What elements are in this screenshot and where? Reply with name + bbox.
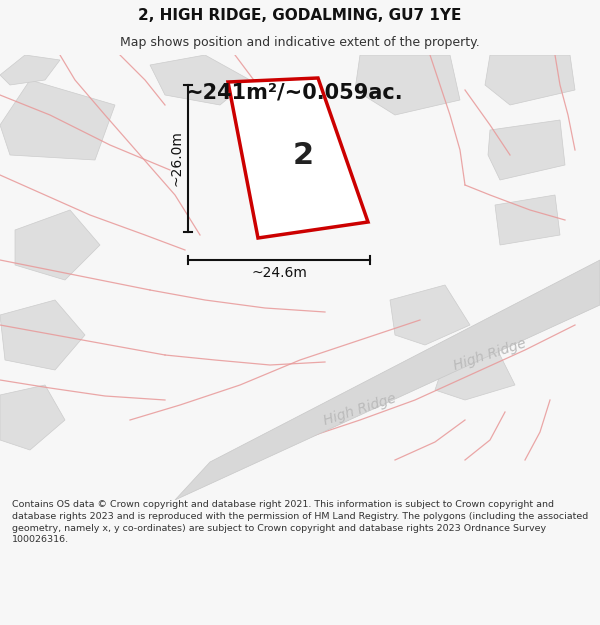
Polygon shape: [0, 385, 65, 450]
Polygon shape: [0, 55, 60, 85]
Text: ~26.0m: ~26.0m: [169, 131, 183, 186]
Polygon shape: [435, 345, 515, 400]
Polygon shape: [485, 55, 575, 105]
Text: Map shows position and indicative extent of the property.: Map shows position and indicative extent…: [120, 36, 480, 49]
Text: High Ridge: High Ridge: [322, 392, 398, 428]
Polygon shape: [228, 78, 368, 238]
Polygon shape: [175, 260, 600, 500]
Text: Contains OS data © Crown copyright and database right 2021. This information is : Contains OS data © Crown copyright and d…: [12, 500, 588, 544]
Polygon shape: [495, 195, 560, 245]
Polygon shape: [15, 210, 100, 280]
Text: ~241m²/~0.059ac.: ~241m²/~0.059ac.: [186, 82, 404, 102]
Polygon shape: [0, 80, 115, 160]
Polygon shape: [150, 55, 250, 105]
Polygon shape: [0, 300, 85, 370]
Polygon shape: [355, 55, 460, 115]
Text: High Ridge: High Ridge: [452, 337, 528, 373]
Text: ~24.6m: ~24.6m: [251, 266, 307, 280]
Text: 2, HIGH RIDGE, GODALMING, GU7 1YE: 2, HIGH RIDGE, GODALMING, GU7 1YE: [139, 8, 461, 23]
Polygon shape: [390, 285, 470, 345]
Polygon shape: [488, 120, 565, 180]
Text: 2: 2: [292, 141, 314, 169]
